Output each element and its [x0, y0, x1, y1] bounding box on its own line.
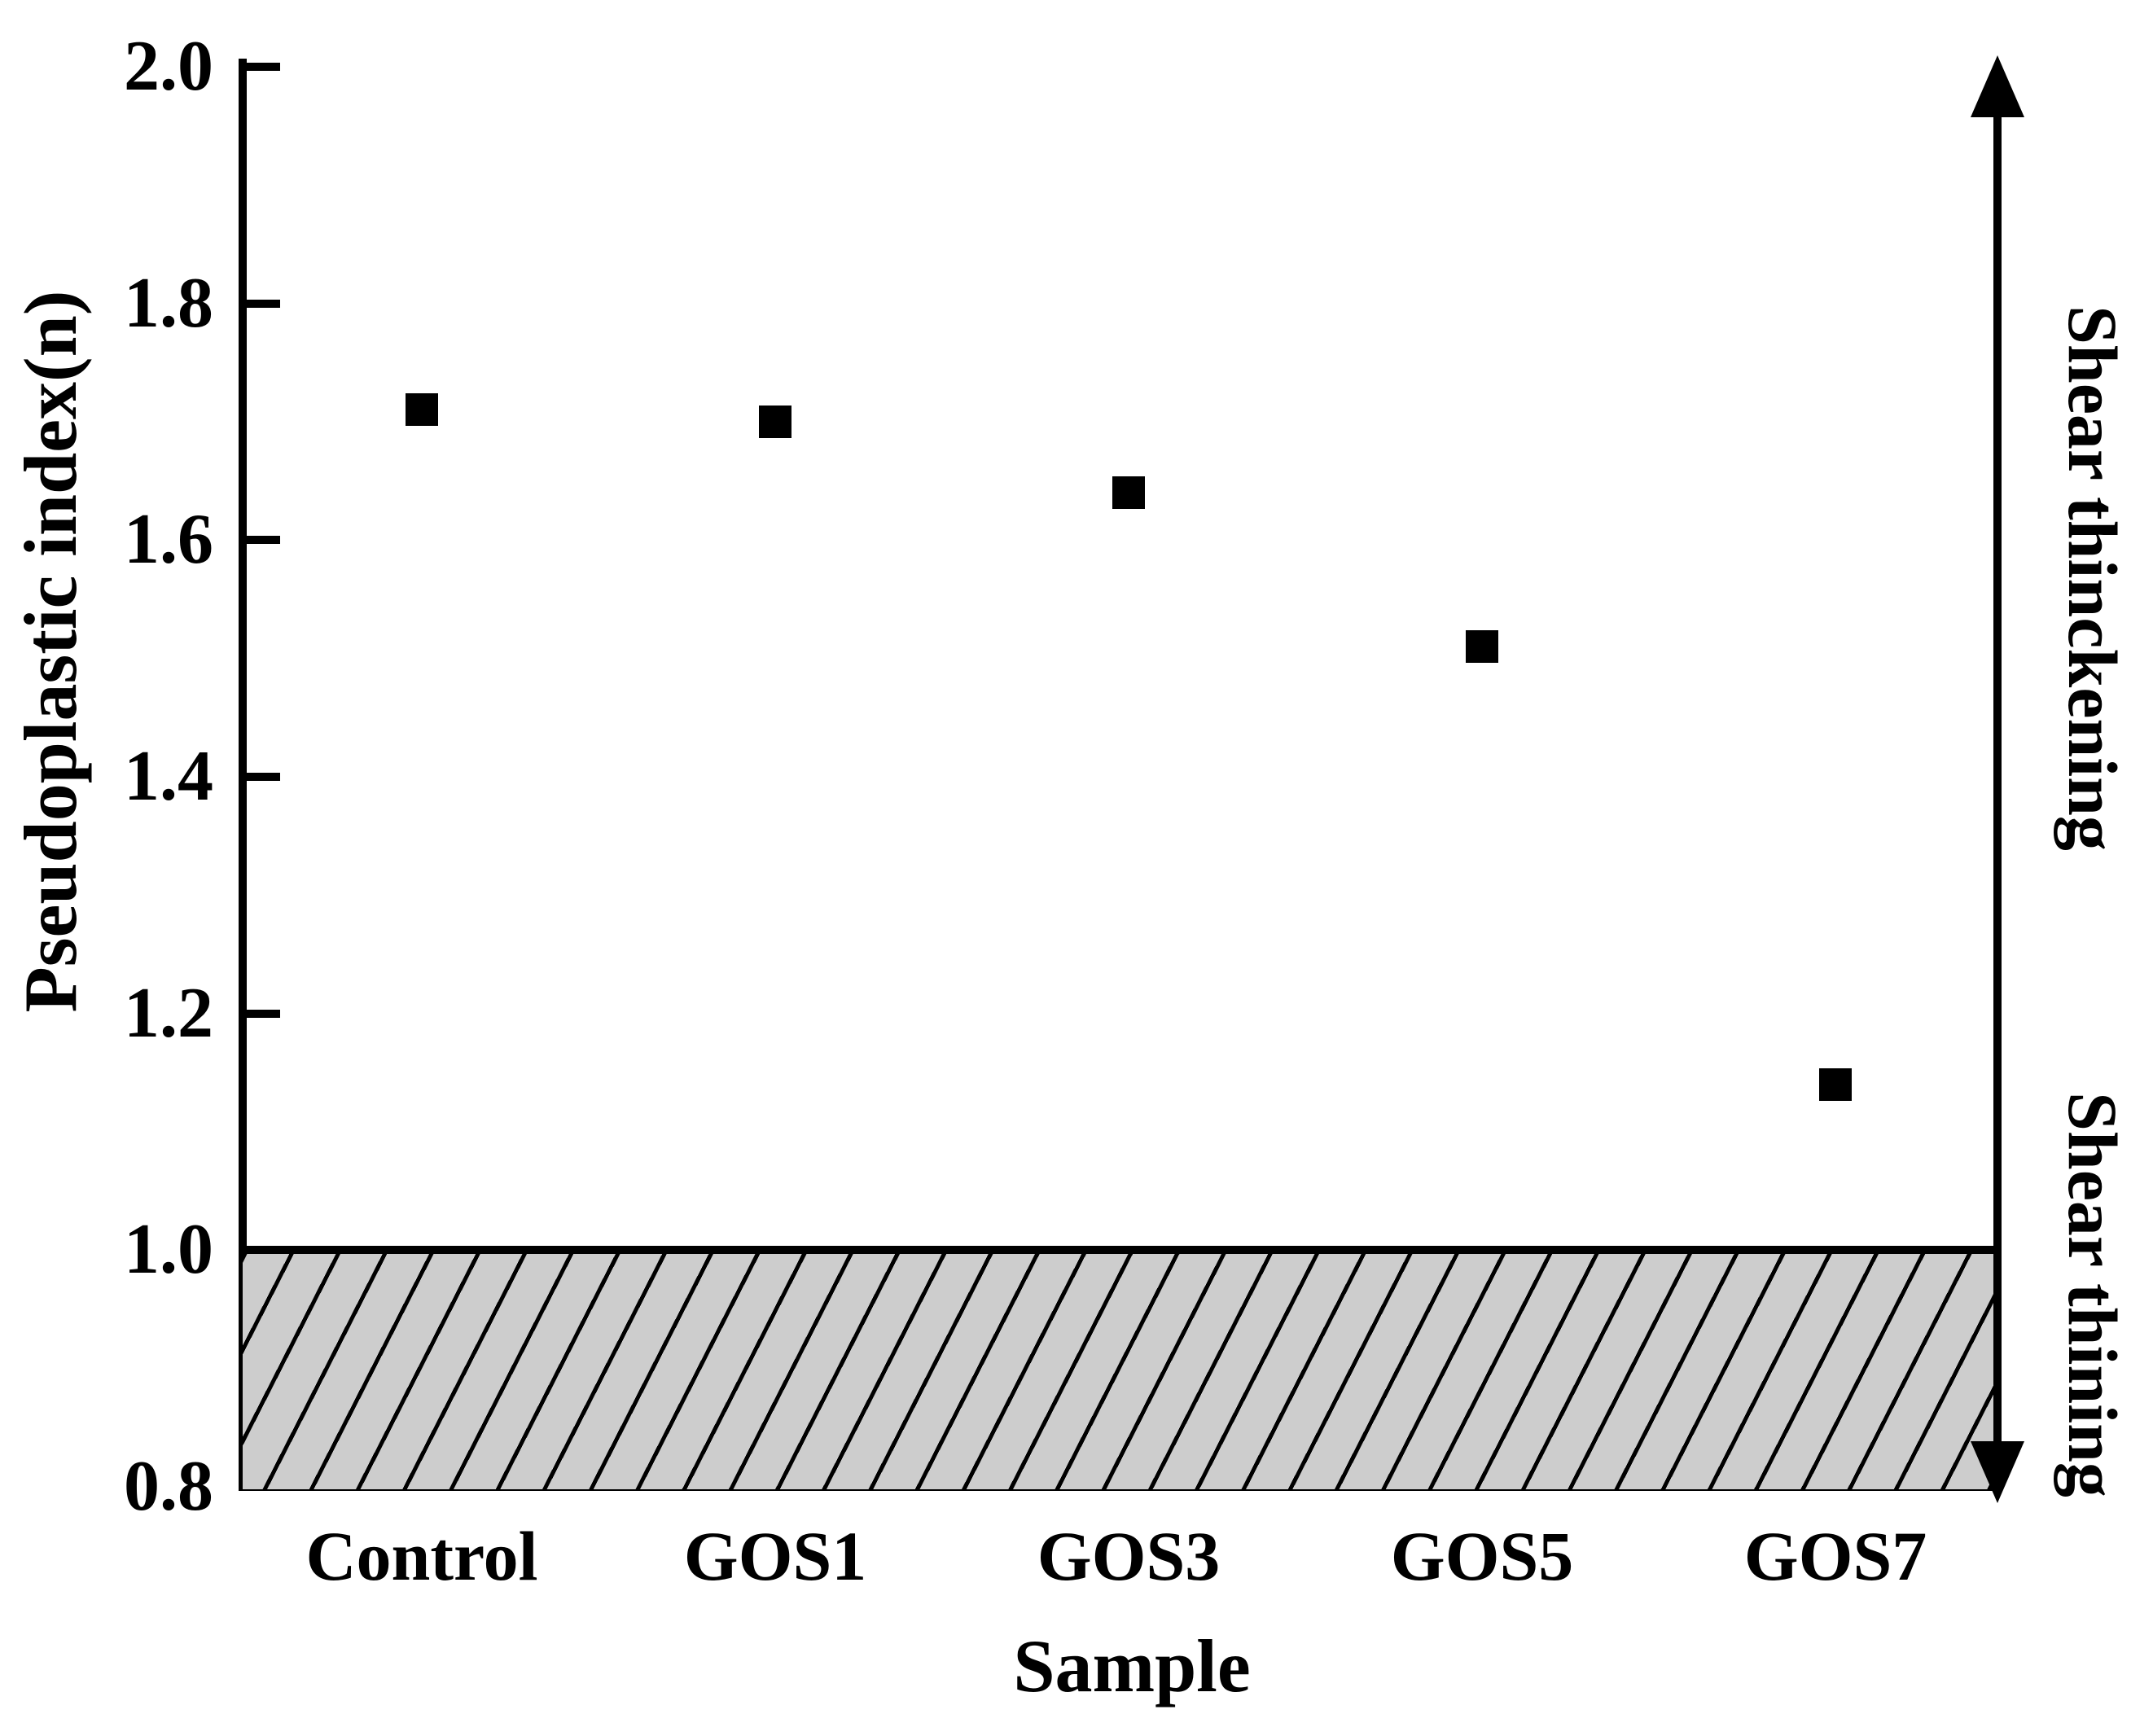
y-tick-label: 1.6 — [124, 500, 213, 580]
x-tick-label-gos5: GOS5 — [1390, 1517, 1574, 1595]
y-tick-mark — [243, 536, 280, 545]
x-tick-label-control: Control — [305, 1517, 538, 1595]
y-tick-label: 2.0 — [124, 27, 213, 106]
y-tick-mark — [243, 1009, 280, 1018]
data-point-gos7 — [1819, 1067, 1852, 1101]
shear-thinning-region — [243, 1246, 1997, 1491]
x-axis-title: Sample — [1013, 1624, 1251, 1708]
annotation-shear-thickening: Shear thinckening — [2054, 305, 2132, 851]
y-tick-mark — [243, 63, 280, 71]
data-point-gos5 — [1466, 630, 1498, 664]
data-point-gos3 — [1112, 476, 1145, 510]
y-tick-mark — [243, 1246, 280, 1255]
y-axis-title: Pseudoplastic index(n) — [9, 290, 92, 1013]
y-tick-label: 1.8 — [124, 263, 213, 343]
right-arrow-shaft — [1993, 106, 2002, 1449]
data-point-gos1 — [759, 406, 791, 438]
annotation-shear-thinning: Shear thining — [2054, 1092, 2132, 1497]
y-tick-mark — [243, 299, 280, 308]
y-tick-label: 0.8 — [124, 1447, 213, 1526]
arrow-up-icon — [1971, 55, 2024, 117]
y-tick-label: 1.2 — [124, 973, 213, 1053]
y-tick-mark — [243, 773, 280, 781]
x-tick-label-gos1: GOS1 — [683, 1517, 867, 1595]
x-tick-label-gos3: GOS3 — [1037, 1517, 1221, 1595]
data-point-control — [406, 393, 438, 427]
y-tick-label: 1.4 — [124, 737, 213, 816]
x-tick-label-gos7: GOS7 — [1743, 1517, 1927, 1595]
arrow-down-icon — [1971, 1441, 2024, 1503]
y-tick-label: 1.0 — [124, 1210, 213, 1290]
